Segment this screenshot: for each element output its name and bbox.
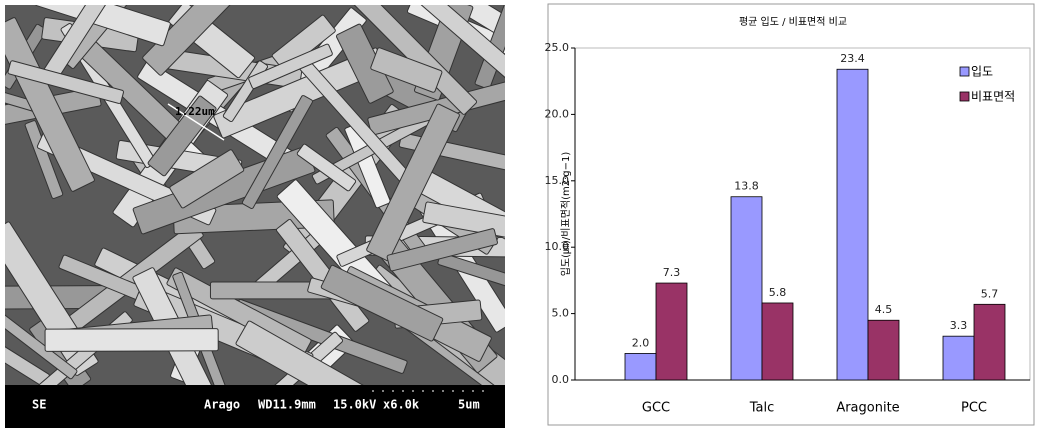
working-distance: WD11.9mm	[258, 398, 316, 412]
bar	[625, 353, 656, 380]
y-tick-label: 25.0	[545, 41, 570, 54]
bar	[837, 69, 868, 380]
value-label: 5.8	[769, 286, 787, 299]
y-tick-label: 15.0	[545, 174, 570, 187]
magnification: x6.0k	[383, 398, 420, 412]
x-tick-label: Aragonite	[836, 401, 899, 416]
crystal	[45, 329, 218, 352]
y-tick-label: 20.0	[545, 107, 570, 120]
legend-label: 비표면적	[971, 90, 1015, 104]
value-label: 13.8	[734, 180, 759, 193]
x-tick-label: GCC	[642, 401, 670, 416]
measurement-label: 1.22um	[175, 105, 215, 118]
value-label: 2.0	[632, 336, 650, 349]
value-label: 4.5	[875, 303, 893, 316]
bar	[943, 336, 974, 380]
y-axis-label: 입도(㎛)/비표면적(m2·g−1)	[559, 152, 572, 277]
value-label: 23.4	[840, 52, 865, 65]
chart-title: 평균 입도 / 비표면적 비교	[739, 15, 847, 28]
bar	[731, 197, 762, 380]
bar	[974, 304, 1005, 380]
legend-swatch	[960, 67, 969, 76]
bar	[656, 283, 687, 380]
value-label: 7.3	[663, 266, 681, 279]
micrograph: 1.22um SE Arago WD11.9mm 15.0kV x6.0k 5u…	[0, 0, 558, 428]
legend-label: 입도	[971, 65, 993, 79]
info-bar	[5, 385, 505, 428]
voltage: 15.0kV	[333, 398, 376, 412]
y-tick-label: 0.0	[552, 373, 570, 386]
value-label: 5.7	[981, 287, 999, 300]
page: {"micrograph": {"measurement": "1.22um",…	[0, 0, 1038, 428]
bar	[868, 320, 899, 380]
scale-label: 5um	[458, 398, 480, 412]
legend-swatch	[960, 92, 969, 101]
y-tick-label: 10.0	[545, 240, 570, 253]
value-label: 3.3	[950, 319, 968, 332]
y-tick-label: 5.0	[552, 307, 570, 320]
figure: 1.22um SE Arago WD11.9mm 15.0kV x6.0k 5u…	[0, 0, 1038, 428]
x-tick-label: Talc	[749, 401, 775, 416]
x-tick-label: PCC	[961, 401, 987, 416]
bar	[762, 303, 793, 380]
sample: Arago	[204, 398, 240, 412]
detector: SE	[32, 398, 46, 412]
